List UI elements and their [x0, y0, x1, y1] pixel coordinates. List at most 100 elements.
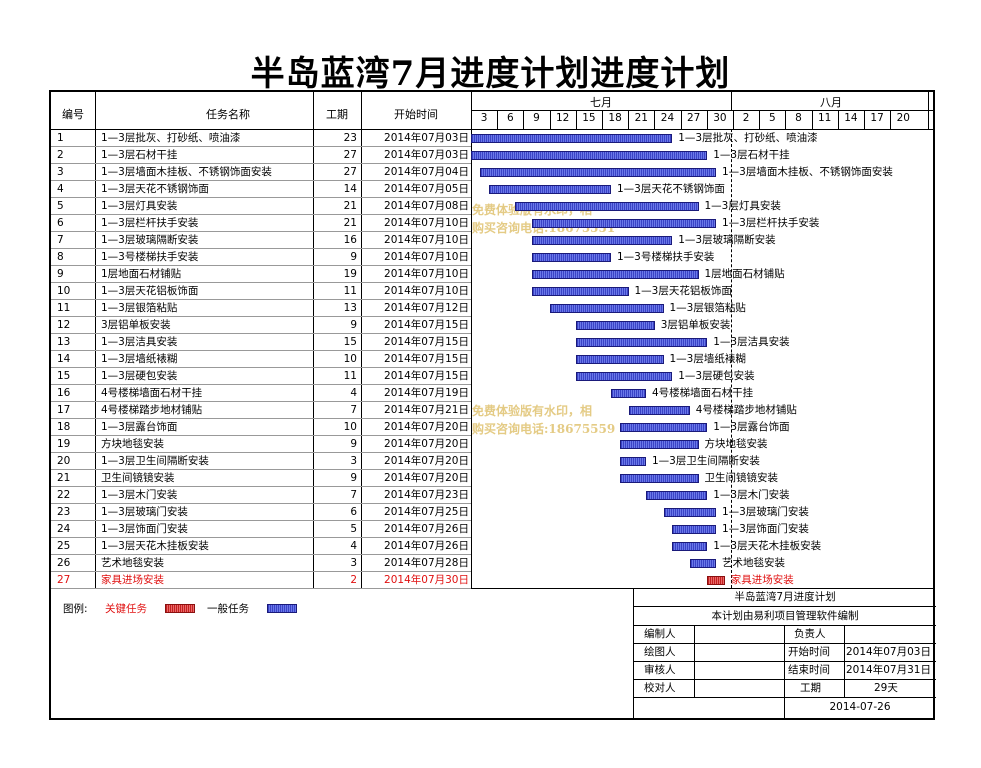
legend-normal-swatch: [267, 604, 297, 613]
task-name: 1—3层天花铝板饰面: [101, 285, 199, 297]
tick-label: 12: [556, 112, 570, 124]
task-duration: 9: [350, 438, 357, 450]
task-start: 2014年07月05日: [384, 183, 469, 195]
task-name: 1—3层天花木挂板安装: [101, 540, 209, 552]
task-id: 15: [57, 370, 71, 382]
gantt-bar: [619, 474, 699, 483]
gantt-bar: [532, 270, 699, 279]
month-august: 八月: [820, 96, 842, 109]
task-id: 14: [57, 353, 71, 365]
end-label: 结束时间: [788, 664, 830, 676]
bar-label: 1—3层墙纸裱糊: [669, 353, 746, 365]
bar-label: 4号楼梯踏步地材铺贴: [695, 404, 797, 416]
gantt-bar: [619, 423, 708, 432]
task-name: 1—3层银箔粘贴: [101, 302, 178, 314]
task-duration: 3: [350, 455, 357, 467]
task-duration: 7: [350, 404, 357, 416]
task-start: 2014年07月19日: [384, 387, 469, 399]
col-line-2: [313, 92, 314, 588]
row-line: [51, 554, 471, 555]
task-id: 21: [57, 472, 71, 484]
tick-divider: [602, 110, 603, 129]
task-name: 1层地面石材铺贴: [101, 268, 182, 280]
task-id: 27: [57, 574, 71, 586]
gantt-bar: [576, 321, 655, 330]
start-label: 开始时间: [788, 646, 830, 658]
tick-divider: [575, 110, 577, 129]
task-id: 4: [57, 183, 64, 195]
tick-label: 5: [768, 112, 776, 124]
task-id: 26: [57, 557, 71, 569]
task-name: 1—3层墙面木挂板、不锈钢饰面安装: [101, 166, 272, 178]
tick-label: 15: [582, 112, 596, 124]
gantt-bar: [663, 508, 716, 517]
task-start: 2014年07月03日: [384, 132, 469, 144]
gantt-bar: [532, 236, 673, 245]
duration-label: 工期: [800, 682, 821, 694]
task-id: 16: [57, 387, 71, 399]
task-duration: 11: [343, 370, 357, 382]
task-duration: 3: [350, 557, 357, 569]
row-line: [51, 197, 471, 198]
task-duration: 21: [343, 200, 357, 212]
task-duration: 6: [350, 506, 357, 518]
owner-label: 负责人: [794, 628, 826, 640]
bar-label: 卫生间镜镜安装: [704, 472, 779, 484]
checker-label: 校对人: [644, 682, 676, 694]
task-start: 2014年07月28日: [384, 557, 469, 569]
legend-critical-label: 关键任务: [105, 603, 147, 615]
footer-line-a: [634, 606, 936, 607]
header-id: 编号: [62, 108, 84, 121]
tick-label: 18: [608, 112, 622, 124]
row-line: [51, 367, 471, 368]
row-line: [51, 486, 471, 487]
gantt-bar: [576, 338, 708, 347]
bar-label: 1层地面石材铺贴: [704, 268, 785, 280]
col-line-1: [95, 92, 96, 588]
gantt-bar: [619, 457, 646, 466]
bar-label: 1—3层栏杆扶手安装: [722, 217, 820, 229]
task-duration: 27: [343, 166, 357, 178]
tick-label: 3: [480, 112, 488, 124]
footer-col-1: [694, 625, 695, 697]
start-value: 2014年07月03日: [846, 646, 931, 658]
right-edge-line: [928, 92, 929, 129]
row-line: [51, 163, 471, 164]
bar-label: 1—3号楼梯扶手安装: [617, 251, 715, 263]
task-name: 1—3层墙纸裱糊: [101, 353, 178, 365]
task-duration: 9: [350, 472, 357, 484]
tick-label: 6: [506, 112, 514, 124]
row-line: [51, 231, 471, 232]
row-line: [51, 469, 471, 470]
tick-divider: [628, 110, 630, 129]
task-duration: 2: [350, 574, 357, 586]
task-id: 25: [57, 540, 71, 552]
task-name: 1—3层玻璃隔断安装: [101, 234, 199, 246]
task-duration: 15: [343, 336, 357, 348]
bar-label: 1—3层银箔粘贴: [669, 302, 746, 314]
row-line: [51, 435, 471, 436]
row-line: [51, 180, 471, 181]
tick-divider: [680, 110, 682, 129]
tick-label: 14: [844, 112, 858, 124]
task-start: 2014年07月15日: [384, 336, 469, 348]
gantt-bar: [532, 287, 629, 296]
header-duration: 工期: [326, 108, 348, 121]
gantt-bar: [471, 134, 673, 143]
gantt-bar: [576, 372, 673, 381]
gantt-bar: [611, 389, 646, 398]
duration-value: 29天: [874, 682, 898, 694]
task-duration: 16: [343, 234, 357, 246]
row-line: [51, 146, 471, 147]
row-line: [51, 588, 471, 589]
task-name: 1—3层洁具安装: [101, 336, 178, 348]
row-line: [51, 520, 471, 521]
row-line: [51, 214, 471, 215]
bar-label: 1—3层天花木挂板安装: [713, 540, 822, 552]
task-duration: 14: [343, 183, 357, 195]
tick-divider: [864, 110, 865, 129]
tick-label: 30: [713, 112, 727, 124]
task-start: 2014年07月10日: [384, 217, 469, 229]
row-line: [51, 333, 471, 334]
tick-divider: [785, 110, 787, 129]
